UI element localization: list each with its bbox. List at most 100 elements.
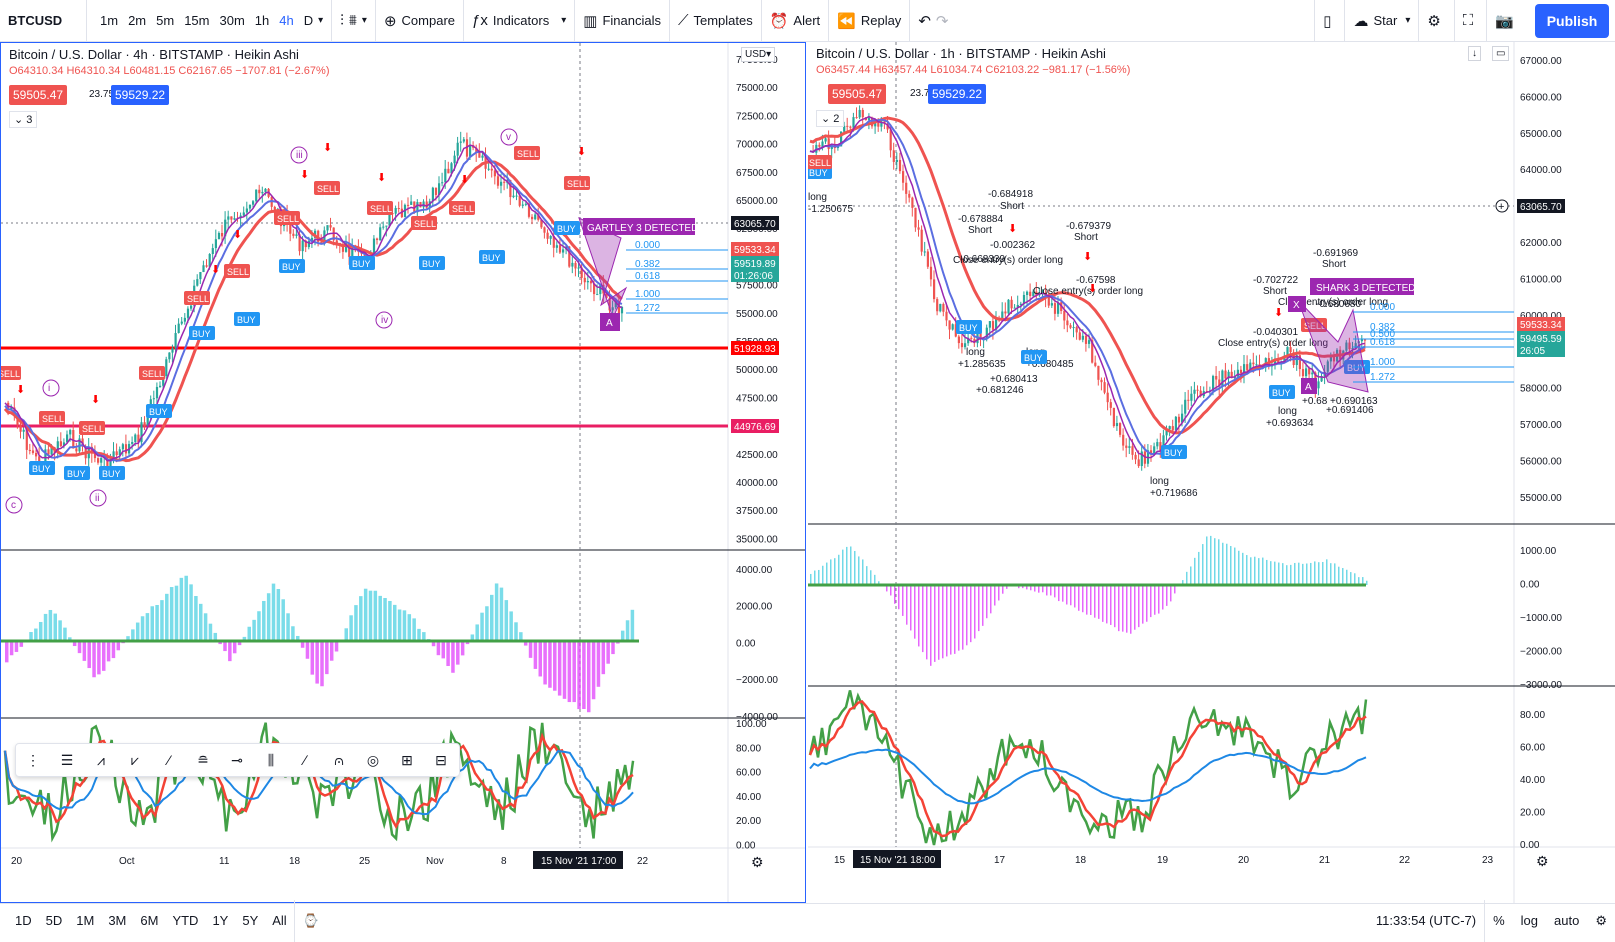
candle-body xyxy=(503,182,505,183)
sell-price-box[interactable]: 59505.47 xyxy=(9,85,67,105)
oscillator-bar xyxy=(974,585,976,639)
range-1M[interactable]: 1M xyxy=(69,913,101,928)
timeframe-1m[interactable]: 1m xyxy=(95,13,123,28)
candle-body xyxy=(168,353,170,360)
chart-pane-right[interactable]: 67000.0066000.0065000.0064000.0063000.00… xyxy=(808,42,1615,903)
buy-price-box[interactable]: 59529.22 xyxy=(111,85,169,105)
indicators-collapse-button[interactable]: ⌄ 2 xyxy=(816,110,844,127)
oscillator-bar xyxy=(1230,546,1232,585)
oscillator-bar xyxy=(1318,562,1320,585)
alarm-clock-icon: ⏰ xyxy=(770,12,789,30)
oscillator-bar xyxy=(369,591,373,641)
symbol-label: BTCUSD xyxy=(8,13,62,28)
sell-signal-text: SELL xyxy=(42,414,64,424)
price-tick-label: 55000.00 xyxy=(736,309,778,320)
log-toggle[interactable]: log xyxy=(1513,900,1546,942)
settings-button-bottom[interactable]: ⚙ xyxy=(1587,900,1615,942)
elliott-wave-icon[interactable]: ⩗ xyxy=(118,752,152,769)
chart-pane-left[interactable]: 77500.0075000.0072500.0070000.0067500.00… xyxy=(0,42,806,903)
oscillator-bar xyxy=(1282,563,1284,585)
symbol-search[interactable]: BTCUSD xyxy=(0,0,86,42)
gann-icon[interactable]: ⊞ xyxy=(390,752,424,769)
fullscreen-icon: ⛶ xyxy=(1463,12,1474,29)
chart-style-bars-icon[interactable]: ⫶⩩▾ xyxy=(331,0,375,42)
oscillator-bar xyxy=(184,576,188,641)
range-All[interactable]: All xyxy=(265,913,293,928)
range-5Y[interactable]: 5Y xyxy=(235,913,265,928)
lines-icon[interactable]: ☰ xyxy=(50,752,84,769)
oscillator-bar xyxy=(475,624,479,641)
candle-body xyxy=(258,190,260,193)
go-to-date-button[interactable]: ⌚ xyxy=(294,900,327,942)
layout-select-button[interactable]: ▯ xyxy=(1314,0,1344,42)
clock[interactable]: 11:33:54 (UTC-7) xyxy=(1368,900,1484,942)
oscillator-bar xyxy=(934,585,936,662)
oscillator-bar xyxy=(1214,538,1216,585)
range-YTD[interactable]: YTD xyxy=(165,913,205,928)
indicators-collapse-button[interactable]: ⌄ 3 xyxy=(9,111,37,128)
financials-button[interactable]: ▥Financials xyxy=(574,0,669,42)
timeframe-15m[interactable]: 15m xyxy=(179,13,214,28)
candle-body xyxy=(534,215,536,220)
candle-body xyxy=(596,294,598,295)
abcd-pattern-icon[interactable]: ⩘ xyxy=(84,752,118,769)
timeframe-D[interactable]: D xyxy=(299,13,318,28)
buy-price-box[interactable]: 59529.22 xyxy=(928,84,986,104)
candle-body xyxy=(302,241,304,252)
strategy-annotation: long xyxy=(966,347,985,358)
oscillator-bar xyxy=(1366,581,1368,585)
currency-button[interactable]: USD▾ xyxy=(741,47,775,62)
cycle-icon[interactable]: ◎ xyxy=(356,752,390,769)
timeframe-5m[interactable]: 5m xyxy=(151,13,179,28)
redo-icon[interactable]: ↷ xyxy=(936,12,949,30)
time-tick-label: 20 xyxy=(1238,855,1250,866)
timeframe-1h[interactable]: 1h xyxy=(250,13,274,28)
horizontal-ray-icon[interactable]: ⊸ xyxy=(220,752,254,769)
snapshot-button[interactable]: 📷 xyxy=(1486,0,1527,42)
drag-handle-icon[interactable]: ⋮ xyxy=(16,752,50,769)
settings-button[interactable]: ⚙ xyxy=(1418,0,1453,42)
alert-button[interactable]: ⏰Alert xyxy=(761,0,828,42)
price-tick-label: 67500.00 xyxy=(736,168,778,179)
oscillator-bar xyxy=(854,551,856,585)
scroll-down-button[interactable]: ↓ xyxy=(1468,46,1481,61)
trend-line-icon[interactable]: ⁄ xyxy=(152,752,186,768)
gear-icon: ⚙ xyxy=(751,854,764,870)
candle-body xyxy=(556,245,558,248)
timeframe-4h[interactable]: 4h xyxy=(274,13,298,28)
candle-body xyxy=(1007,300,1009,314)
fib-icon[interactable]: ≘ xyxy=(186,752,220,769)
range-3M[interactable]: 3M xyxy=(101,913,133,928)
compare-button[interactable]: ⊕Compare xyxy=(375,0,463,42)
templates-button[interactable]: ⟋Templates xyxy=(669,0,761,42)
oscillator-bar xyxy=(998,585,1000,600)
candle-body xyxy=(852,117,854,128)
chart-canvas-right[interactable]: 67000.0066000.0065000.0064000.0063000.00… xyxy=(808,42,1615,903)
ray-icon[interactable]: ∕ xyxy=(288,752,322,768)
auto-toggle[interactable]: auto xyxy=(1546,900,1587,942)
layout-name-button[interactable]: ☁Star▾ xyxy=(1344,0,1418,42)
fullscreen-button[interactable]: ⛶ xyxy=(1454,0,1487,42)
long-position-icon[interactable]: ⫼ xyxy=(254,752,288,769)
maximize-pane-button[interactable]: ▭ xyxy=(1492,46,1509,61)
timeframe-30m[interactable]: 30m xyxy=(214,13,249,28)
timeframe-2m[interactable]: 2m xyxy=(123,13,151,28)
xabcd-pattern-icon[interactable]: ⩀ xyxy=(322,752,356,769)
range-1Y[interactable]: 1Y xyxy=(205,913,235,928)
candle-body xyxy=(1184,400,1186,414)
forecast-icon[interactable]: ⊟ xyxy=(424,752,458,769)
fib-level-label: 1.000 xyxy=(1370,357,1395,368)
sell-price-box[interactable]: 59505.47 xyxy=(828,84,886,104)
timeframe-dropdown-icon[interactable]: ▾ xyxy=(318,15,323,26)
strategy-annotation: -1.250675 xyxy=(808,204,853,215)
percent-toggle[interactable]: % xyxy=(1484,900,1513,942)
range-5D[interactable]: 5D xyxy=(39,913,70,928)
replay-button[interactable]: ⏪Replay xyxy=(828,0,909,42)
range-1D[interactable]: 1D xyxy=(8,913,39,928)
range-6M[interactable]: 6M xyxy=(133,913,165,928)
rsi-tick-label: 0.00 xyxy=(1520,840,1540,851)
candle-body xyxy=(970,338,972,339)
publish-button[interactable]: Publish xyxy=(1535,4,1609,38)
undo-button[interactable]: ↶↷ xyxy=(909,0,961,42)
